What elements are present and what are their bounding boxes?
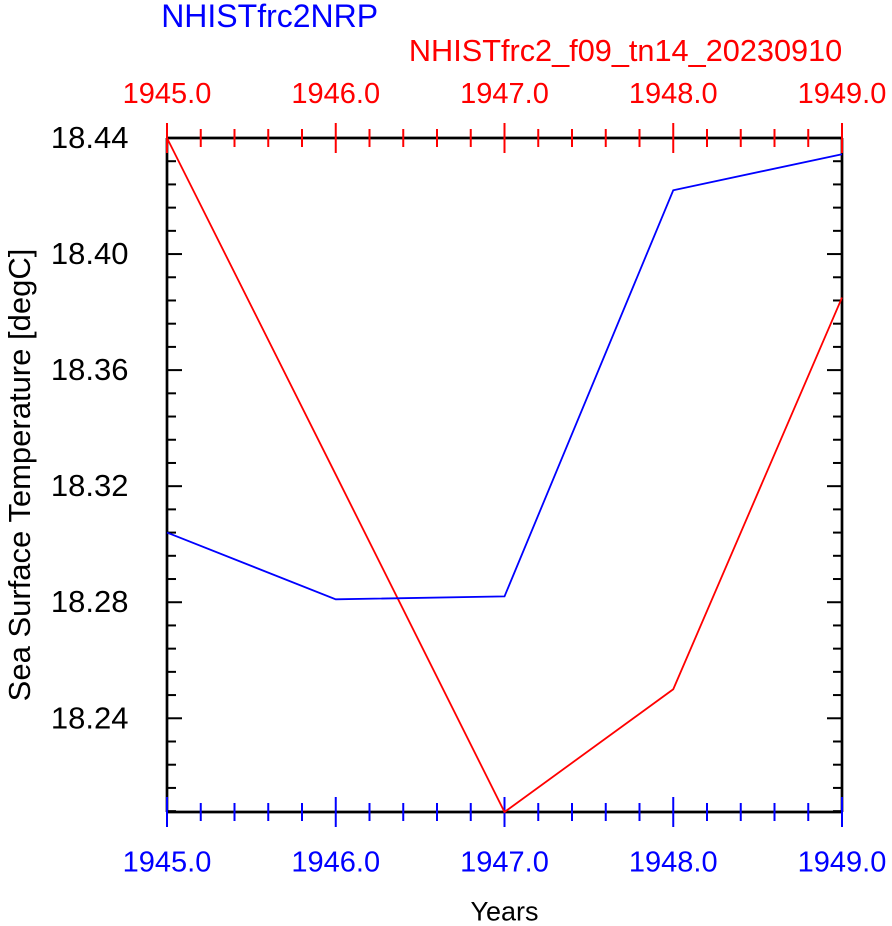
svg-text:1945.0: 1945.0 (123, 847, 212, 879)
svg-text:1949.0: 1949.0 (798, 847, 887, 879)
svg-text:18.24: 18.24 (51, 700, 129, 735)
svg-text:1947.0: 1947.0 (460, 847, 549, 879)
svg-text:Sea Surface Temperature [degC]: Sea Surface Temperature [degC] (2, 249, 37, 702)
svg-text:1948.0: 1948.0 (629, 78, 718, 110)
svg-text:18.44: 18.44 (51, 120, 129, 155)
svg-text:1947.0: 1947.0 (460, 78, 549, 110)
svg-text:NHISTfrc2NRP: NHISTfrc2NRP (161, 0, 378, 34)
svg-text:NHISTfrc2_f09_tn14_20230910: NHISTfrc2_f09_tn14_20230910 (409, 33, 842, 68)
svg-text:1945.0: 1945.0 (123, 78, 212, 110)
svg-text:18.40: 18.40 (51, 236, 129, 271)
svg-text:Years: Years (470, 897, 538, 926)
svg-text:18.32: 18.32 (51, 468, 129, 503)
svg-text:18.36: 18.36 (51, 352, 129, 387)
svg-text:1948.0: 1948.0 (629, 847, 718, 879)
svg-text:18.28: 18.28 (51, 584, 129, 619)
svg-text:1946.0: 1946.0 (291, 847, 380, 879)
svg-text:1949.0: 1949.0 (798, 78, 887, 110)
svg-text:1946.0: 1946.0 (291, 78, 380, 110)
